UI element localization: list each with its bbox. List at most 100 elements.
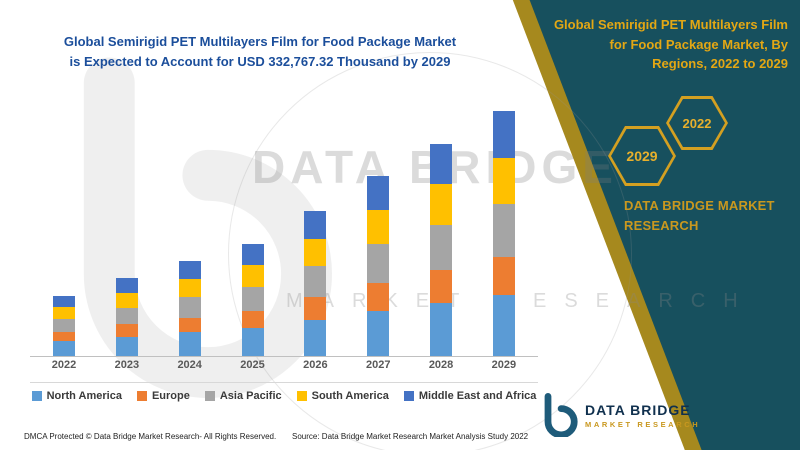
bar-segment-asia-pacific — [53, 318, 75, 332]
bar-segment-asia-pacific — [430, 224, 453, 271]
bar-segment-asia-pacific — [304, 266, 327, 298]
bar-slot — [480, 111, 528, 356]
bar-segment-south-america — [492, 157, 515, 205]
hexagon-2022-inner: 2022 — [669, 99, 725, 147]
bar-segment-middle-east-and-africa — [241, 244, 264, 266]
legend-label: Asia Pacific — [219, 390, 282, 402]
x-axis-line — [30, 356, 538, 357]
legend-item-south-america: South America — [296, 390, 389, 402]
bar-slot — [103, 278, 151, 356]
year-label-2027: 2027 — [365, 359, 391, 371]
bar-segment-europe — [304, 297, 327, 320]
bar-segment-middle-east-and-africa — [304, 211, 327, 239]
legend-swatch — [296, 391, 307, 401]
bar-segment-south-america — [115, 292, 138, 308]
bar-segment-middle-east-and-africa — [367, 176, 390, 211]
bar-segment-middle-east-and-africa — [53, 296, 75, 308]
year-label-2029: 2029 — [491, 359, 517, 371]
logo-name: DATA BRIDGE — [585, 401, 691, 418]
bar-segment-north-america — [115, 336, 138, 356]
bar-segment-north-america — [304, 319, 327, 356]
watermark-circle — [228, 52, 632, 450]
bar-segment-north-america — [241, 328, 264, 356]
legend-label: South America — [311, 390, 389, 402]
bar-segment-europe — [53, 331, 75, 341]
bar-segment-north-america — [367, 311, 390, 356]
bar-segment-europe — [492, 256, 515, 295]
x-axis-labels: 2022 2023 2024 2025 2026 2027 2028 2029 — [30, 359, 538, 371]
bar-slot — [417, 144, 465, 356]
bar-segment-south-america — [241, 265, 264, 287]
bar-slot — [291, 211, 339, 356]
chart-headline: Global Semirigid PET Multilayers Film fo… — [20, 32, 500, 72]
year-label-2023: 2023 — [114, 359, 140, 371]
stacked-bar-2029 — [492, 111, 515, 356]
bars-area — [30, 108, 538, 356]
bar-segment-north-america — [492, 294, 515, 356]
legend-label: North America — [46, 390, 122, 402]
year-label-2028: 2028 — [428, 359, 454, 371]
chart-legend: North America Europe Asia Pacific South Ame… — [30, 382, 538, 402]
right-panel-title: Global Semirigid PET Multilayers Film fo… — [553, 17, 788, 71]
logo-tagline: MARKET RESEARCH — [585, 419, 701, 429]
hexagon-2029-inner: 2029 — [611, 129, 673, 183]
year-label-2025: 2025 — [240, 359, 265, 371]
bar-segment-middle-east-and-africa — [178, 261, 201, 280]
bar-segment-south-america — [53, 307, 75, 319]
bar-segment-europe — [430, 270, 453, 303]
bar-segment-south-america — [178, 279, 201, 298]
bar-segment-europe — [367, 283, 390, 312]
stacked-bar-2026 — [304, 211, 327, 356]
bar-segment-north-america — [430, 303, 453, 356]
legend-swatch — [204, 391, 215, 401]
hexagon-2029-label: 2029 — [626, 148, 658, 164]
legend-swatch — [136, 391, 147, 401]
chart-headline-line1: Global Semirigid PET Multilayers Film fo… — [63, 34, 457, 49]
source-note: Source: Data Bridge Market Research Mark… — [292, 432, 529, 441]
bar-segment-middle-east-and-africa — [492, 111, 515, 158]
year-label-2026: 2026 — [303, 359, 328, 371]
stacked-bar-2022 — [53, 296, 75, 356]
bar-segment-middle-east-and-africa — [115, 278, 138, 293]
copyright-note: DMCA Protected © Data Bridge Market Rese… — [24, 432, 277, 441]
stacked-bar-2027 — [367, 176, 390, 356]
legend-label: Europe — [151, 390, 190, 402]
legend-item-middle-east-and-africa: Middle East and Africa — [403, 390, 537, 402]
bar-segment-south-america — [430, 184, 453, 225]
bar-segment-north-america — [53, 340, 75, 356]
bar-slot — [354, 176, 402, 356]
company-logo: DATA BRIDGE MARKET RESEARCH — [540, 393, 700, 437]
bar-slot — [40, 296, 88, 356]
bar-segment-europe — [241, 310, 264, 329]
logo-b-icon — [544, 393, 578, 437]
bar-segment-middle-east-and-africa — [430, 144, 453, 185]
legend-item-north-america: North America — [31, 390, 122, 402]
stacked-bar-2024 — [178, 261, 201, 356]
hexagon-2022-label: 2022 — [682, 115, 712, 131]
bar-segment-south-america — [304, 238, 327, 267]
bar-segment-asia-pacific — [241, 286, 264, 311]
bar-segment-europe — [178, 317, 201, 333]
stacked-bar-2028 — [430, 144, 453, 356]
legend-item-asia-pacific: Asia Pacific — [204, 390, 282, 402]
bar-segment-asia-pacific — [115, 307, 138, 325]
legend-swatch — [31, 391, 42, 401]
bar-segment-asia-pacific — [367, 244, 390, 284]
bar-segment-asia-pacific — [492, 204, 515, 257]
bar-segment-north-america — [178, 332, 201, 356]
year-label-2022: 2022 — [51, 359, 77, 371]
stacked-bar-2023 — [115, 278, 138, 356]
bar-segment-europe — [115, 324, 138, 337]
stacked-bar-2025 — [241, 244, 264, 356]
bar-segment-asia-pacific — [178, 297, 201, 318]
chart-headline-line2: is Expected to Account for USD 332,767.3… — [69, 54, 451, 70]
logo-text: DATA BRIDGE MARKET RESEARCH — [585, 402, 700, 429]
stacked-bar-chart: 2022 2023 2024 2025 2026 2027 2028 2029 — [30, 108, 538, 371]
legend-label: Middle East and Africa — [418, 390, 537, 402]
bar-segment-south-america — [367, 210, 390, 245]
legend-item-europe: Europe — [136, 390, 190, 402]
bar-slot — [166, 261, 214, 356]
brand-wordmark: DATA BRIDGE MARKET RESEARCH — [624, 198, 775, 233]
bar-slot — [229, 244, 277, 356]
